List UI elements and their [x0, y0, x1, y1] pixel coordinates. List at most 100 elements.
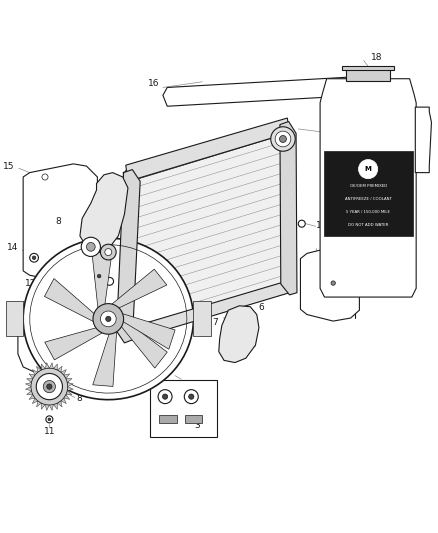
Polygon shape — [194, 302, 211, 336]
Polygon shape — [130, 281, 290, 340]
Text: 2: 2 — [337, 127, 343, 136]
Bar — [342, 66, 394, 70]
Polygon shape — [32, 398, 38, 403]
Polygon shape — [57, 366, 62, 372]
Polygon shape — [27, 391, 33, 394]
Text: 15: 15 — [3, 161, 14, 171]
Polygon shape — [37, 366, 42, 372]
Text: 5: 5 — [127, 185, 133, 195]
Circle shape — [105, 248, 112, 256]
Text: 14: 14 — [7, 243, 19, 252]
Text: 7: 7 — [212, 318, 218, 327]
Polygon shape — [415, 107, 431, 173]
Circle shape — [48, 418, 51, 421]
Polygon shape — [29, 374, 35, 378]
Polygon shape — [120, 313, 175, 349]
Text: 11: 11 — [44, 427, 55, 436]
Polygon shape — [280, 122, 297, 295]
Polygon shape — [163, 77, 364, 106]
Bar — [150, 380, 218, 437]
Text: 13: 13 — [160, 368, 172, 377]
Polygon shape — [124, 125, 294, 338]
Text: 3: 3 — [194, 421, 200, 430]
Polygon shape — [32, 369, 38, 375]
Circle shape — [30, 253, 39, 262]
Polygon shape — [130, 135, 287, 328]
Text: 17: 17 — [316, 221, 327, 230]
Bar — [159, 415, 177, 423]
Text: ANTIFREEZE / COOLANT: ANTIFREEZE / COOLANT — [345, 197, 392, 201]
Polygon shape — [45, 279, 96, 323]
Polygon shape — [25, 383, 32, 386]
Polygon shape — [80, 173, 128, 253]
Polygon shape — [120, 317, 167, 368]
Polygon shape — [300, 247, 360, 321]
Polygon shape — [64, 394, 70, 399]
Circle shape — [100, 311, 116, 327]
Circle shape — [43, 381, 56, 393]
Circle shape — [331, 281, 336, 285]
Circle shape — [189, 394, 194, 399]
Polygon shape — [57, 401, 62, 407]
Polygon shape — [25, 386, 32, 391]
Polygon shape — [53, 403, 57, 409]
Circle shape — [81, 237, 100, 256]
Circle shape — [86, 243, 95, 251]
Polygon shape — [67, 383, 73, 386]
Circle shape — [359, 159, 378, 179]
Polygon shape — [42, 364, 45, 370]
Polygon shape — [23, 238, 194, 400]
Text: 12: 12 — [25, 279, 36, 288]
Polygon shape — [45, 327, 105, 360]
Circle shape — [184, 390, 198, 403]
Polygon shape — [45, 363, 49, 369]
Polygon shape — [117, 169, 140, 343]
Circle shape — [158, 390, 172, 403]
Circle shape — [93, 304, 124, 334]
Text: 16: 16 — [148, 79, 160, 88]
Polygon shape — [6, 302, 23, 336]
Polygon shape — [29, 394, 35, 399]
Circle shape — [106, 316, 111, 321]
Circle shape — [47, 384, 52, 389]
Text: 10: 10 — [113, 237, 125, 246]
Polygon shape — [92, 252, 112, 311]
Polygon shape — [37, 401, 42, 407]
Polygon shape — [320, 79, 416, 297]
Circle shape — [100, 244, 116, 260]
Polygon shape — [66, 391, 72, 394]
Circle shape — [162, 394, 168, 399]
Polygon shape — [53, 364, 57, 370]
Text: DO NOT ADD WATER: DO NOT ADD WATER — [348, 223, 389, 227]
Circle shape — [106, 277, 113, 285]
Polygon shape — [49, 363, 53, 369]
Polygon shape — [23, 164, 97, 284]
Polygon shape — [61, 398, 66, 403]
Text: 9: 9 — [177, 352, 182, 361]
Bar — [346, 68, 390, 81]
Circle shape — [279, 135, 286, 142]
Text: 14: 14 — [120, 273, 132, 282]
Polygon shape — [61, 369, 66, 375]
Bar — [324, 151, 413, 236]
Text: 18: 18 — [371, 53, 383, 62]
Text: M: M — [365, 166, 371, 172]
Circle shape — [275, 131, 291, 147]
Circle shape — [271, 127, 295, 151]
Text: 4: 4 — [121, 247, 127, 256]
Text: 1: 1 — [124, 171, 130, 179]
Circle shape — [42, 174, 48, 180]
Text: 15: 15 — [328, 238, 340, 247]
Circle shape — [298, 220, 305, 227]
Polygon shape — [64, 374, 70, 378]
Bar — [185, 415, 202, 423]
Text: 8: 8 — [55, 217, 61, 227]
Polygon shape — [66, 378, 72, 383]
Circle shape — [97, 274, 101, 278]
Polygon shape — [93, 329, 117, 386]
Text: 5: 5 — [120, 261, 126, 270]
Polygon shape — [126, 118, 290, 181]
Text: 13: 13 — [66, 259, 78, 268]
Text: 6: 6 — [259, 303, 265, 312]
Polygon shape — [67, 386, 73, 391]
